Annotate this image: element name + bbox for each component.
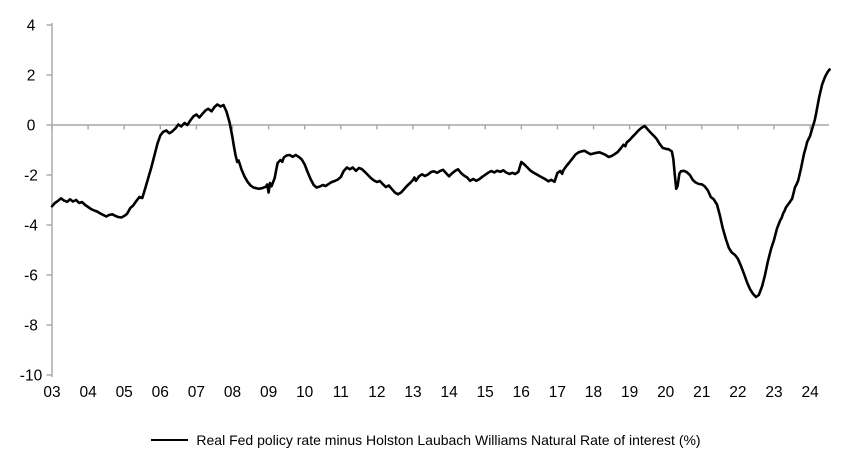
y-axis-label: -6 — [24, 268, 38, 285]
y-axis-label: -4 — [24, 218, 38, 235]
x-axis-label: 06 — [152, 384, 169, 401]
x-axis-label: 04 — [79, 384, 97, 401]
x-axis-label: 03 — [43, 384, 60, 401]
x-axis-label: 13 — [404, 384, 421, 401]
x-axis-label: 08 — [224, 384, 241, 401]
legend-label: Real Fed policy rate minus Holston Lauba… — [196, 432, 701, 448]
x-axis-label: 07 — [188, 384, 205, 401]
x-axis-label: 24 — [801, 384, 819, 401]
x-axis-label: 21 — [693, 384, 710, 401]
x-axis-label: 17 — [549, 384, 566, 401]
x-axis-label: 05 — [116, 384, 133, 401]
x-axis-label: 23 — [765, 384, 782, 401]
x-axis-label: 11 — [333, 384, 349, 401]
x-axis-label: 19 — [621, 384, 638, 401]
legend-line-swatch — [151, 439, 189, 441]
y-axis-label: -8 — [24, 318, 38, 335]
x-axis-label: 09 — [260, 384, 277, 401]
x-axis-label: 10 — [296, 384, 314, 401]
x-axis-label: 22 — [729, 384, 746, 401]
x-axis-label: 15 — [477, 384, 494, 401]
x-axis-label: 12 — [368, 384, 385, 401]
chart-legend: Real Fed policy rate minus Holston Lauba… — [0, 432, 852, 448]
x-axis-label: 14 — [440, 384, 458, 401]
x-axis-label: 16 — [513, 384, 530, 401]
y-axis-label: -10 — [20, 368, 43, 385]
x-axis-label: 18 — [585, 384, 602, 401]
y-axis-label: 4 — [27, 18, 36, 35]
y-axis-label: 0 — [27, 118, 36, 135]
x-axis-label: 20 — [657, 384, 675, 401]
y-axis-label: 2 — [27, 68, 36, 85]
y-axis-label: -2 — [24, 168, 38, 185]
data-series-line — [50, 68, 831, 299]
